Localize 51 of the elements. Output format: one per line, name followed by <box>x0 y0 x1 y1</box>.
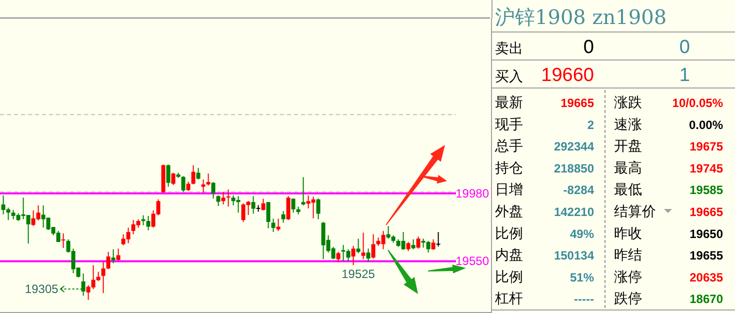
text: 19650 <box>690 226 724 241</box>
text: 开盘 <box>614 138 642 154</box>
text: 19660 <box>541 65 594 86</box>
text: 总手 <box>494 138 523 154</box>
text: 142210 <box>554 205 594 219</box>
text: 292344 <box>554 140 594 154</box>
text: 20635 <box>690 270 724 284</box>
text: 杠杆 <box>494 290 523 306</box>
text: 买入 <box>495 68 523 84</box>
text: 218850 <box>554 161 594 176</box>
text: 涨停 <box>614 268 642 284</box>
text: 19585 <box>690 183 724 198</box>
text: 最高 <box>614 159 642 176</box>
text: 0 <box>583 37 594 58</box>
text: 跌停 <box>614 290 642 306</box>
text: 结算价 <box>614 203 656 219</box>
text: 18670 <box>690 292 724 306</box>
annotation: 19305 <box>24 282 59 296</box>
text: 卖出 <box>495 40 523 56</box>
text: 现手 <box>495 116 523 132</box>
text: 速涨 <box>614 116 642 132</box>
text: 2 <box>587 118 594 132</box>
y-tick-label: 19550 <box>456 254 490 268</box>
text: 1 <box>679 65 690 86</box>
text: 涨跌 <box>614 94 642 110</box>
text: -8284 <box>563 183 594 198</box>
text: 150134 <box>554 248 594 263</box>
text: 最新 <box>495 94 523 110</box>
text: 10/0.05% <box>672 96 724 110</box>
y-tick-label: 19980 <box>456 186 490 200</box>
text: 19665 <box>560 96 594 110</box>
text: 19665 <box>690 205 724 219</box>
text: 比例 <box>495 224 523 241</box>
text: 19675 <box>690 140 724 154</box>
text: 比例 <box>495 268 523 284</box>
text: 最低 <box>614 181 642 198</box>
text: 持仓 <box>495 159 523 176</box>
annotation: 19525 <box>342 267 376 281</box>
text: 0.00% <box>688 118 724 132</box>
text: 49% <box>570 226 594 241</box>
text: 日增 <box>495 181 523 198</box>
text: 19655 <box>690 248 724 263</box>
text: 沪锌1908 zn1908 <box>495 5 667 29</box>
text: 昨收 <box>614 224 642 241</box>
text: 51% <box>570 270 594 284</box>
text: 昨结 <box>614 246 642 263</box>
text: ----- <box>574 292 594 306</box>
text: 0 <box>679 37 690 58</box>
text: 外盘 <box>495 203 523 219</box>
text: 内盘 <box>495 246 523 263</box>
text: 19745 <box>690 161 724 176</box>
